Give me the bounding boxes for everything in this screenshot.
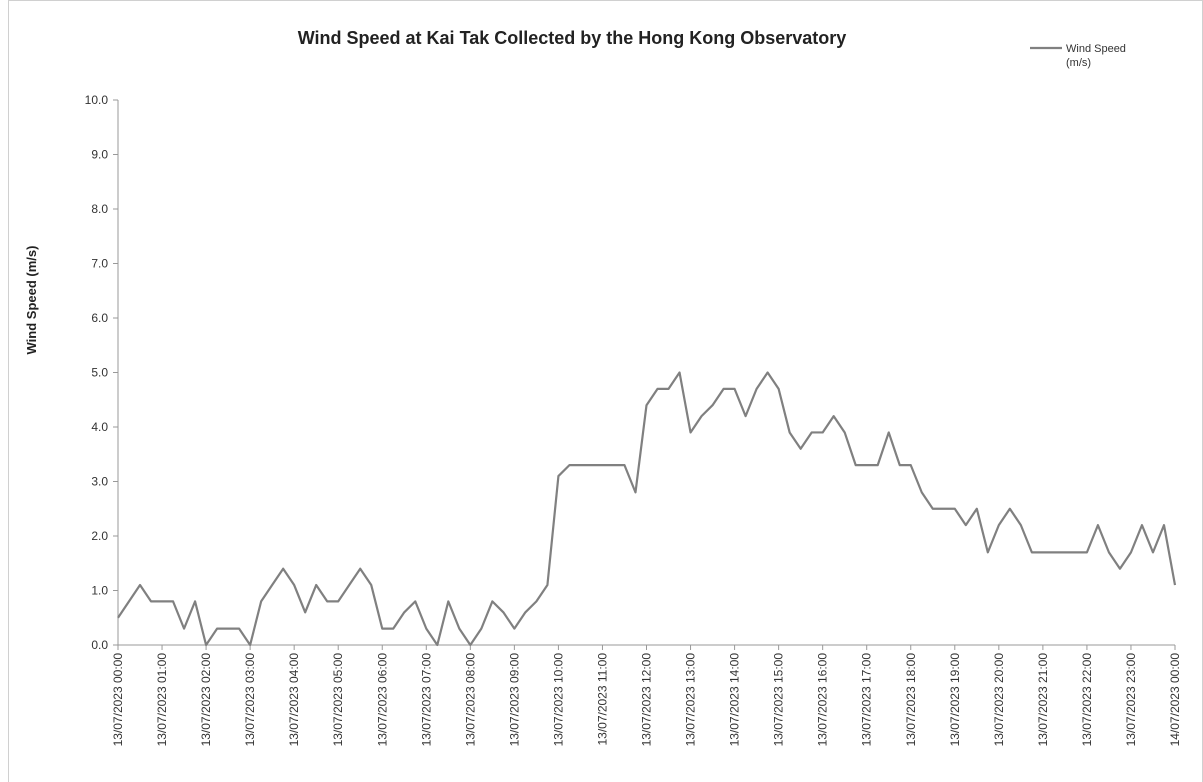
y-tick-label: 9.0 [91, 148, 108, 162]
x-tick-label: 13/07/2023 21:00 [1036, 653, 1050, 747]
y-tick-label: 7.0 [91, 257, 108, 271]
x-tick-label: 13/07/2023 10:00 [551, 653, 565, 747]
y-tick-label: 5.0 [91, 366, 108, 380]
x-tick-label: 13/07/2023 12:00 [640, 653, 654, 747]
y-tick-label: 3.0 [91, 475, 108, 489]
x-tick-label: 13/07/2023 22:00 [1080, 653, 1094, 747]
y-tick-label: 2.0 [91, 529, 108, 543]
x-tick-label: 13/07/2023 18:00 [904, 653, 918, 747]
x-tick-label: 13/07/2023 09:00 [507, 653, 521, 747]
x-tick-label: 14/07/2023 00:00 [1168, 653, 1182, 747]
x-tick-label: 13/07/2023 14:00 [728, 653, 742, 747]
legend-label: Wind Speed (m/s) [1066, 43, 1126, 69]
x-tick-label: 13/07/2023 20:00 [992, 653, 1006, 747]
legend-label-line: Wind Speed [1066, 43, 1126, 55]
y-tick-label: 4.0 [91, 420, 108, 434]
x-tick-label: 13/07/2023 00:00 [111, 653, 125, 747]
legend-label-line: (m/s) [1066, 57, 1091, 69]
x-tick-label: 13/07/2023 08:00 [463, 653, 477, 747]
chart-title: Wind Speed at Kai Tak Collected by the H… [298, 28, 847, 48]
x-tick-label: 13/07/2023 11:00 [595, 653, 609, 746]
x-tick-label: 13/07/2023 23:00 [1124, 653, 1138, 747]
y-axis-label: Wind Speed (m/s) [24, 246, 39, 355]
y-tick-label: 8.0 [91, 202, 108, 216]
data-line [117, 371, 1177, 647]
x-tick-label: 13/07/2023 19:00 [948, 653, 962, 747]
x-tick-label: 13/07/2023 17:00 [860, 653, 874, 747]
x-tick-label: 13/07/2023 05:00 [331, 653, 345, 747]
x-tick-label: 13/07/2023 15:00 [772, 653, 786, 747]
x-tick-label: 13/07/2023 16:00 [816, 653, 830, 747]
x-tick-label: 13/07/2023 04:00 [287, 653, 301, 747]
x-tick-label: 13/07/2023 03:00 [243, 653, 257, 747]
y-tick-label: 6.0 [91, 311, 108, 325]
x-tick-label: 13/07/2023 07:00 [419, 653, 433, 747]
y-tick-label: 10.0 [85, 93, 109, 107]
x-tick-label: 13/07/2023 06:00 [375, 653, 389, 747]
x-tick-label: 13/07/2023 13:00 [684, 653, 698, 747]
x-tick-label: 13/07/2023 02:00 [199, 653, 213, 747]
x-tick-label: 13/07/2023 01:00 [155, 653, 169, 747]
y-tick-label: 1.0 [91, 584, 108, 598]
y-tick-label: 0.0 [91, 638, 108, 652]
